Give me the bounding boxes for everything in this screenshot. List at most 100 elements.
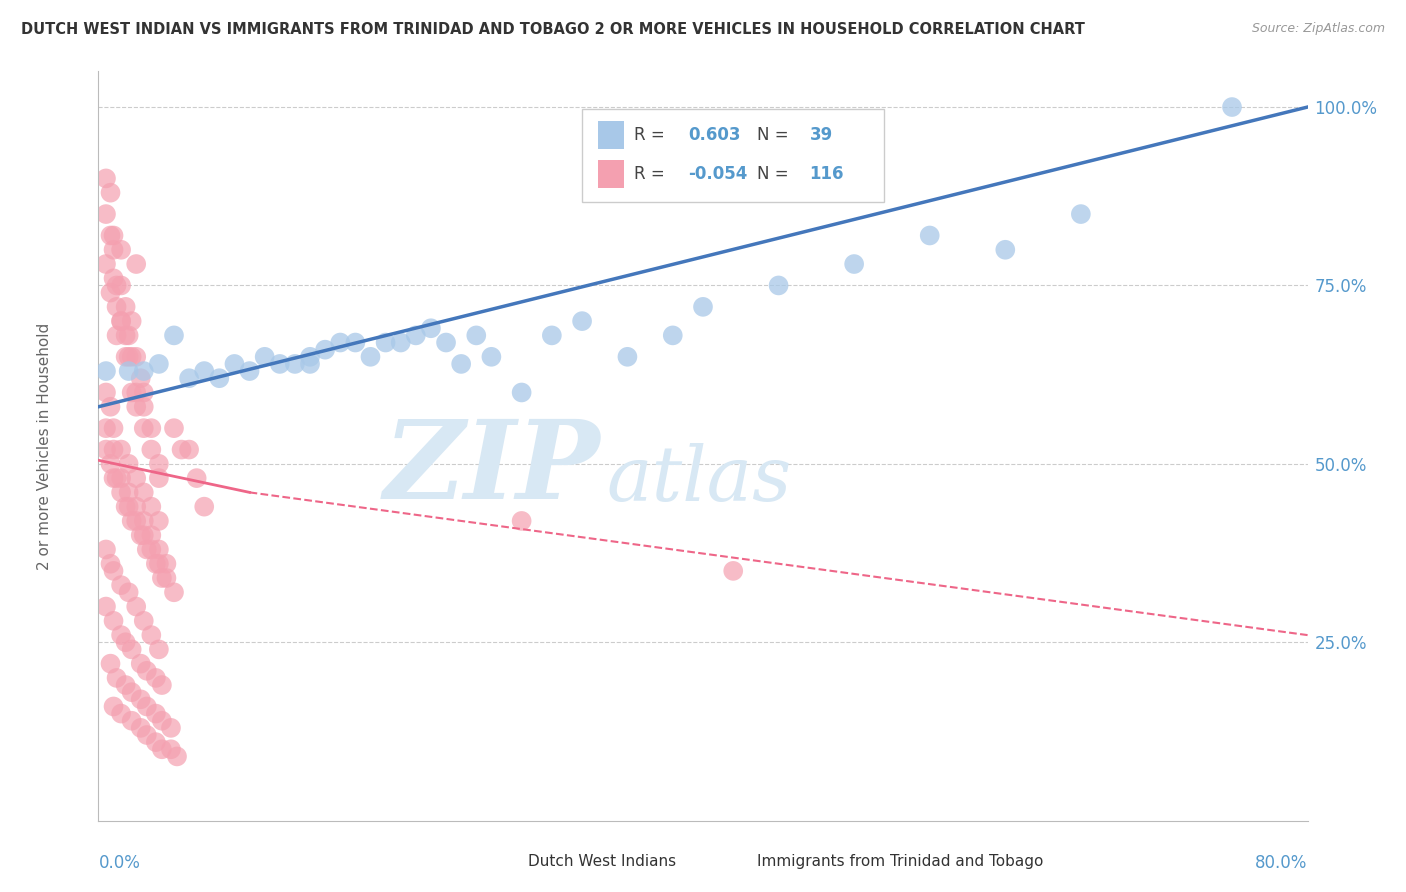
Point (114, 328, 136, 343)
Point (329, 335, 352, 350)
Point (150, 714, 173, 728)
Point (94, 207, 117, 221)
Point (160, 721, 183, 735)
Point (145, 557, 167, 571)
Point (103, 243, 125, 257)
Point (269, 357, 291, 371)
Point (103, 228, 125, 243)
Point (105, 671, 128, 685)
Point (616, 350, 638, 364)
Point (135, 542, 157, 557)
Point (103, 271, 125, 285)
Point (103, 699, 125, 714)
Point (100, 657, 122, 671)
Point (155, 557, 177, 571)
Point (105, 328, 128, 343)
Point (510, 385, 533, 400)
Point (132, 421, 155, 435)
Point (163, 421, 186, 435)
Point (110, 485, 132, 500)
Point (145, 671, 167, 685)
Point (110, 278, 132, 293)
Point (125, 400, 148, 414)
Text: 116: 116 (810, 165, 844, 183)
Point (105, 471, 128, 485)
Text: Dutch West Indians: Dutch West Indians (527, 855, 676, 870)
Point (118, 485, 141, 500)
Point (239, 364, 262, 378)
Point (110, 314, 132, 328)
Point (148, 457, 170, 471)
Point (94, 364, 117, 378)
Point (661, 328, 683, 343)
Point (125, 471, 148, 485)
FancyBboxPatch shape (727, 853, 751, 875)
Point (179, 442, 201, 457)
Point (132, 385, 155, 400)
Point (160, 742, 183, 756)
Point (114, 350, 136, 364)
Text: N =: N = (758, 126, 800, 144)
Point (163, 328, 186, 343)
Point (114, 500, 136, 514)
Point (450, 357, 472, 371)
Point (100, 557, 122, 571)
Point (299, 350, 322, 364)
Point (150, 571, 173, 585)
Point (141, 442, 163, 457)
Point (170, 442, 193, 457)
Point (100, 285, 122, 300)
Point (125, 257, 148, 271)
Point (103, 614, 125, 628)
Point (148, 471, 170, 485)
Point (186, 471, 208, 485)
Point (121, 714, 143, 728)
Point (114, 635, 136, 649)
Point (141, 421, 163, 435)
Point (121, 314, 143, 328)
Point (132, 485, 155, 500)
Point (163, 585, 186, 599)
Point (118, 328, 141, 343)
Text: -0.054: -0.054 (689, 165, 748, 183)
Point (918, 228, 941, 243)
Point (179, 371, 201, 385)
Point (420, 321, 443, 335)
Point (103, 421, 125, 435)
Point (100, 186, 122, 200)
Text: DUTCH WEST INDIAN VS IMMIGRANTS FROM TRINIDAD AND TOBAGO 2 OR MORE VEHICLES IN H: DUTCH WEST INDIAN VS IMMIGRANTS FROM TRI… (21, 22, 1085, 37)
Point (150, 678, 173, 692)
Point (1220, 100, 1243, 114)
Point (105, 278, 128, 293)
Point (141, 528, 163, 542)
Point (510, 514, 533, 528)
Text: ZIP: ZIP (384, 415, 600, 522)
Text: 2 or more Vehicles in Household: 2 or more Vehicles in Household (37, 322, 52, 570)
Point (208, 371, 231, 385)
Text: Immigrants from Trinidad and Tobago: Immigrants from Trinidad and Tobago (758, 855, 1043, 870)
Point (105, 300, 128, 314)
Point (125, 599, 148, 614)
Point (110, 442, 132, 457)
Point (145, 706, 167, 721)
Point (118, 350, 141, 364)
Point (132, 614, 155, 628)
Text: 0.0%: 0.0% (98, 855, 141, 872)
Point (110, 628, 132, 642)
Point (135, 664, 157, 678)
Point (100, 400, 122, 414)
Point (374, 335, 396, 350)
Point (125, 514, 148, 528)
Point (132, 528, 155, 542)
Point (284, 357, 307, 371)
Point (360, 350, 382, 364)
FancyBboxPatch shape (498, 853, 522, 875)
Point (150, 742, 173, 756)
Point (125, 350, 148, 364)
Point (100, 228, 122, 243)
Point (148, 357, 170, 371)
Point (155, 571, 177, 585)
Point (193, 364, 215, 378)
Point (129, 692, 152, 706)
Text: 80.0%: 80.0% (1256, 855, 1308, 872)
